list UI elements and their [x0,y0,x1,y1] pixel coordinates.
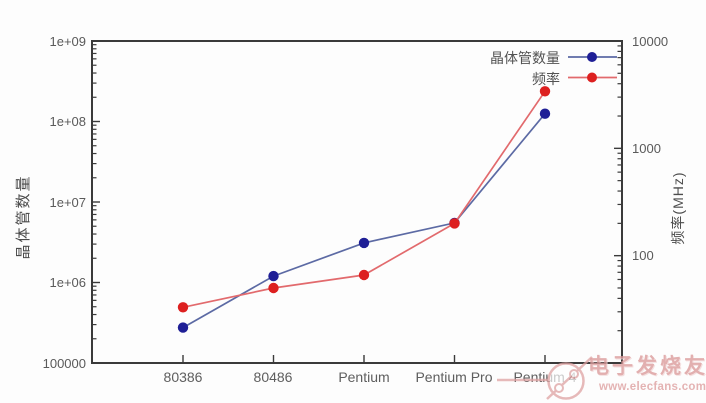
series-point-1-3 [449,218,460,229]
series-point-1-0 [177,302,189,313]
series-point-1-4 [539,86,551,97]
watermark-site-name: 电子发烧友 [588,355,706,378]
watermark-site-url: www.elecfans.com [599,381,706,393]
y1-tick-label: 1e+09 [49,34,86,49]
legend-label-frequency: 频率 [532,71,560,87]
logo-dot [569,369,579,379]
series-point-0-4 [539,108,551,119]
x-tick-label: Pentium [338,369,390,385]
series-point-1-1 [268,282,279,294]
y1-tick-label: 1e+07 [49,195,86,210]
y2-tick-label: 1000 [632,141,661,156]
legend-label-transistor-count: 晶体管数量 [490,50,560,66]
legend-sample-dot-1 [587,72,597,83]
legend-sample-dot-0 [587,52,597,62]
series-point-0-2 [358,237,370,249]
y1-tick-label: 100000 [42,356,86,371]
x-tick-label: 80386 [163,369,203,385]
watermark-diagonal [546,356,593,400]
y2-tick-label: 100 [632,248,654,263]
logo-dot [554,383,564,393]
series-point-0-1 [268,270,279,282]
series-point-1-2 [358,269,370,281]
y2-tick-label: 10000 [632,34,669,49]
y1-tick-label: 1e+06 [49,275,86,290]
series-point-0-0 [177,322,189,333]
y1-tick-label: 1e+08 [49,114,86,129]
x-tick-label: 80486 [253,369,293,385]
x-tick-label: Pentium Pro [415,369,493,385]
